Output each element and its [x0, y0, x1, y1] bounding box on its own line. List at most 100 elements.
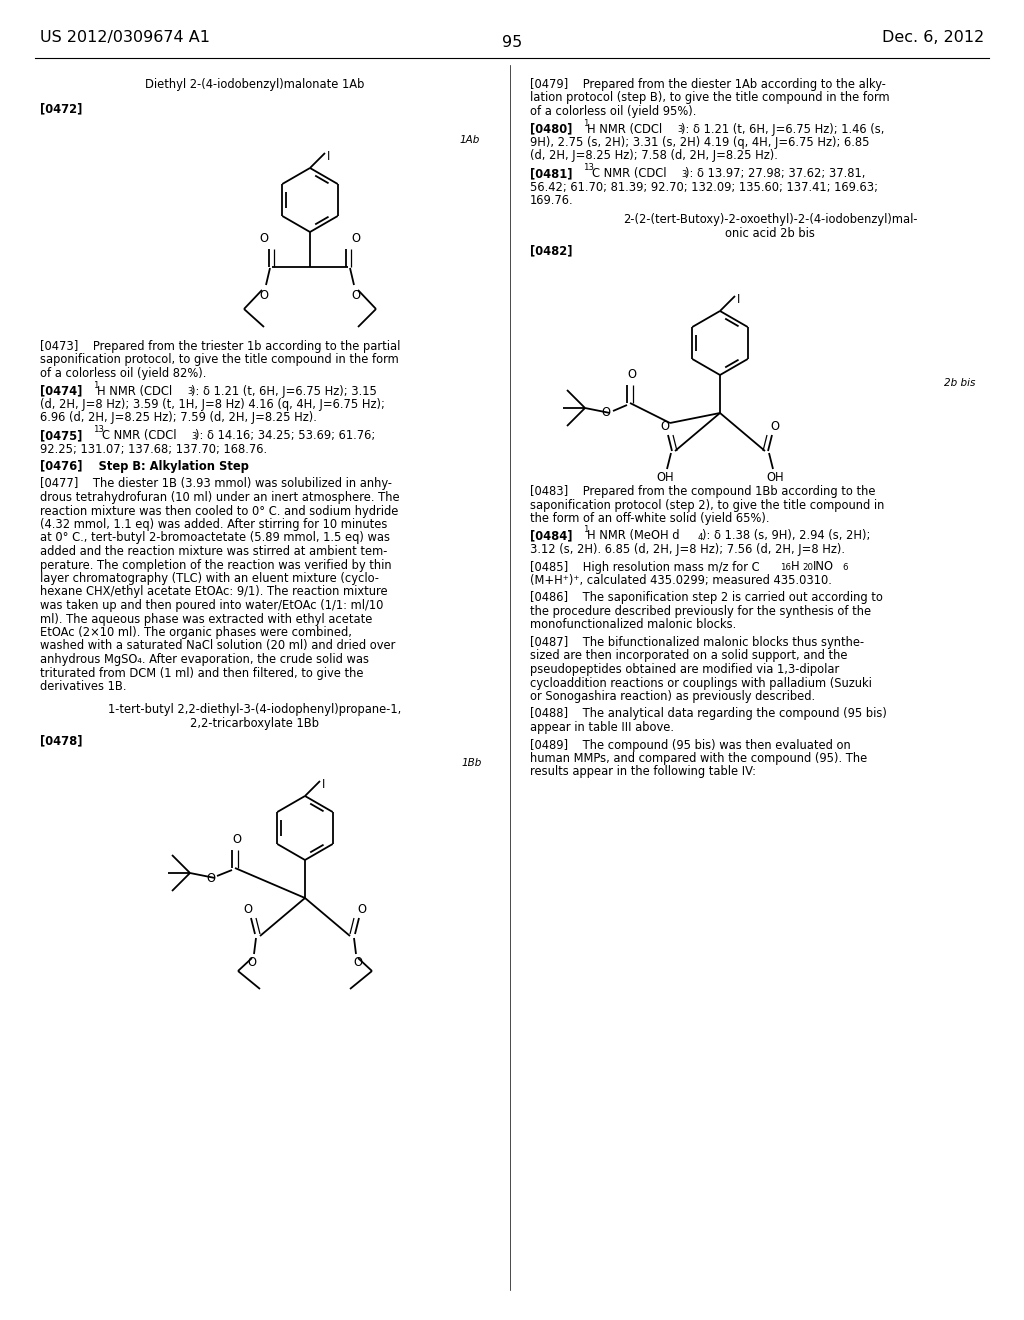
Text: ): δ 1.21 (t, 6H, J=6.75 Hz); 1.46 (s,: ): δ 1.21 (t, 6H, J=6.75 Hz); 1.46 (s,	[681, 123, 885, 136]
Text: derivatives 1B.: derivatives 1B.	[40, 680, 127, 693]
Text: washed with a saturated NaCl solution (20 ml) and dried over: washed with a saturated NaCl solution (2…	[40, 639, 395, 652]
Text: O: O	[770, 420, 779, 433]
Text: [0472]: [0472]	[40, 102, 82, 115]
Text: was taken up and then poured into water/EtOAc (1/1: ml/10: was taken up and then poured into water/…	[40, 599, 383, 612]
Text: (M+H⁺)⁺, calculated 435.0299; measured 435.0310.: (M+H⁺)⁺, calculated 435.0299; measured 4…	[530, 574, 831, 587]
Text: H NMR (CDCl: H NMR (CDCl	[587, 123, 663, 136]
Text: O: O	[357, 903, 367, 916]
Text: O: O	[259, 232, 268, 246]
Text: cycloaddition reactions or couplings with palladium (Suzuki: cycloaddition reactions or couplings wit…	[530, 676, 871, 689]
Text: 9H), 2.75 (s, 2H); 3.31 (s, 2H) 4.19 (q, 4H, J=6.75 Hz); 6.85: 9H), 2.75 (s, 2H); 3.31 (s, 2H) 4.19 (q,…	[530, 136, 869, 149]
Text: ): δ 1.38 (s, 9H), 2.94 (s, 2H);: ): δ 1.38 (s, 9H), 2.94 (s, 2H);	[702, 529, 870, 543]
Text: [0488]    The analytical data regarding the compound (95 bis): [0488] The analytical data regarding the…	[530, 708, 887, 721]
Text: I: I	[327, 150, 331, 162]
Text: (d, 2H, J=8.25 Hz); 7.58 (d, 2H, J=8.25 Hz).: (d, 2H, J=8.25 Hz); 7.58 (d, 2H, J=8.25 …	[530, 149, 778, 162]
Text: 1: 1	[583, 525, 589, 535]
Text: reaction mixture was then cooled to 0° C. and sodium hydride: reaction mixture was then cooled to 0° C…	[40, 504, 398, 517]
Text: 1-tert-butyl 2,2-diethyl-3-(4-iodophenyl)propane-1,: 1-tert-butyl 2,2-diethyl-3-(4-iodophenyl…	[109, 704, 401, 717]
Text: [0475]: [0475]	[40, 429, 82, 442]
Text: O: O	[353, 956, 362, 969]
Text: monofunctionalized malonic blocks.: monofunctionalized malonic blocks.	[530, 619, 736, 631]
Text: O: O	[601, 407, 610, 420]
Text: 1Bb: 1Bb	[462, 758, 482, 768]
Text: 3.12 (s, 2H). 6.85 (d, 2H, J=8 Hz); 7.56 (d, 2H, J=8 Hz).: 3.12 (s, 2H). 6.85 (d, 2H, J=8 Hz); 7.56…	[530, 543, 845, 556]
Text: onic acid 2b bis: onic acid 2b bis	[725, 227, 815, 240]
Text: results appear in the following table IV:: results appear in the following table IV…	[530, 766, 756, 779]
Text: O: O	[259, 289, 268, 302]
Text: (4.32 mmol, 1.1 eq) was added. After stirring for 10 minutes: (4.32 mmol, 1.1 eq) was added. After sti…	[40, 517, 387, 531]
Text: Dec. 6, 2012: Dec. 6, 2012	[882, 30, 984, 45]
Text: O: O	[244, 903, 253, 916]
Text: H NMR (CDCl: H NMR (CDCl	[97, 384, 172, 397]
Text: of a colorless oil (yield 82%).: of a colorless oil (yield 82%).	[40, 367, 207, 380]
Text: 2-(2-(tert-Butoxy)-2-oxoethyl)-2-(4-iodobenzyl)mal-: 2-(2-(tert-Butoxy)-2-oxoethyl)-2-(4-iodo…	[623, 214, 918, 227]
Text: O: O	[351, 232, 360, 246]
Text: 4: 4	[698, 532, 703, 541]
Text: 16: 16	[780, 564, 791, 573]
Text: O: O	[660, 420, 670, 433]
Text: 95: 95	[502, 36, 522, 50]
Text: INO: INO	[813, 561, 834, 573]
Text: [0480]: [0480]	[530, 123, 572, 136]
Text: 2,2-tricarboxylate 1Bb: 2,2-tricarboxylate 1Bb	[190, 717, 319, 730]
Text: H: H	[791, 561, 800, 573]
Text: [0474]: [0474]	[40, 384, 82, 397]
Text: O: O	[232, 833, 242, 846]
Text: 3: 3	[677, 125, 683, 135]
Text: saponification protocol, to give the title compound in the form: saponification protocol, to give the tit…	[40, 354, 398, 367]
Text: ): δ 1.21 (t, 6H, J=6.75 Hz); 3.15: ): δ 1.21 (t, 6H, J=6.75 Hz); 3.15	[191, 384, 377, 397]
Text: 13: 13	[93, 425, 104, 434]
Text: 56.42; 61.70; 81.39; 92.70; 132.09; 135.60; 137.41; 169.63;: 56.42; 61.70; 81.39; 92.70; 132.09; 135.…	[530, 181, 878, 194]
Text: layer chromatography (TLC) with an eluent mixture (cyclo-: layer chromatography (TLC) with an eluen…	[40, 572, 379, 585]
Text: added and the reaction mixture was stirred at ambient tem-: added and the reaction mixture was stirr…	[40, 545, 387, 558]
Text: [0484]: [0484]	[530, 529, 572, 543]
Text: 6.96 (d, 2H, J=8.25 Hz); 7.59 (d, 2H, J=8.25 Hz).: 6.96 (d, 2H, J=8.25 Hz); 7.59 (d, 2H, J=…	[40, 412, 316, 425]
Text: 1: 1	[93, 380, 98, 389]
Text: 20: 20	[802, 564, 813, 573]
Text: 13: 13	[583, 162, 594, 172]
Text: I: I	[322, 777, 326, 791]
Text: [0487]    The bifunctionalized malonic blocks thus synthe-: [0487] The bifunctionalized malonic bloc…	[530, 636, 864, 649]
Text: O: O	[206, 871, 215, 884]
Text: OH: OH	[656, 471, 674, 484]
Text: sized are then incorporated on a solid support, and the: sized are then incorporated on a solid s…	[530, 649, 848, 663]
Text: OH: OH	[766, 471, 783, 484]
Text: [0486]    The saponification step 2 is carried out according to: [0486] The saponification step 2 is carr…	[530, 591, 883, 605]
Text: drous tetrahydrofuran (10 ml) under an inert atmosphere. The: drous tetrahydrofuran (10 ml) under an i…	[40, 491, 399, 504]
Text: [0482]: [0482]	[530, 244, 572, 257]
Text: 3: 3	[681, 170, 686, 180]
Text: of a colorless oil (yield 95%).: of a colorless oil (yield 95%).	[530, 106, 696, 117]
Text: human MMPs, and compared with the compound (95). The: human MMPs, and compared with the compou…	[530, 752, 867, 766]
Text: triturated from DCM (1 ml) and then filtered, to give the: triturated from DCM (1 ml) and then filt…	[40, 667, 364, 680]
Text: [0476]    Step B: Alkylation Step: [0476] Step B: Alkylation Step	[40, 459, 249, 473]
Text: saponification protocol (step 2), to give the title compound in: saponification protocol (step 2), to giv…	[530, 499, 885, 511]
Text: 169.76.: 169.76.	[530, 194, 573, 207]
Text: at 0° C., tert-butyl 2-bromoactetate (5.89 mmol, 1.5 eq) was: at 0° C., tert-butyl 2-bromoactetate (5.…	[40, 532, 390, 544]
Text: lation protocol (step B), to give the title compound in the form: lation protocol (step B), to give the ti…	[530, 91, 890, 104]
Text: appear in table III above.: appear in table III above.	[530, 721, 674, 734]
Text: 1: 1	[583, 119, 589, 128]
Text: C NMR (CDCl: C NMR (CDCl	[102, 429, 176, 442]
Text: EtOAc (2×10 ml). The organic phases were combined,: EtOAc (2×10 ml). The organic phases were…	[40, 626, 352, 639]
Text: 6: 6	[842, 564, 848, 573]
Text: [0489]    The compound (95 bis) was then evaluated on: [0489] The compound (95 bis) was then ev…	[530, 738, 851, 751]
Text: US 2012/0309674 A1: US 2012/0309674 A1	[40, 30, 210, 45]
Text: the form of an off-white solid (yield 65%).: the form of an off-white solid (yield 65…	[530, 512, 769, 525]
Text: H NMR (MeOH d: H NMR (MeOH d	[587, 529, 680, 543]
Text: pseudopeptides obtained are modified via 1,3-dipolar: pseudopeptides obtained are modified via…	[530, 663, 840, 676]
Text: 2b bis: 2b bis	[944, 378, 975, 388]
Text: Diethyl 2-(4-iodobenzyl)malonate 1Ab: Diethyl 2-(4-iodobenzyl)malonate 1Ab	[145, 78, 365, 91]
Text: the procedure described previously for the synthesis of the: the procedure described previously for t…	[530, 605, 871, 618]
Text: 92.25; 131.07; 137.68; 137.70; 168.76.: 92.25; 131.07; 137.68; 137.70; 168.76.	[40, 442, 267, 455]
Text: 1Ab: 1Ab	[460, 135, 480, 145]
Text: C NMR (CDCl: C NMR (CDCl	[592, 168, 667, 180]
Text: 3: 3	[191, 432, 197, 441]
Text: or Sonogashira reaction) as previously described.: or Sonogashira reaction) as previously d…	[530, 690, 815, 704]
Text: [0477]    The diester 1B (3.93 mmol) was solubilized in anhy-: [0477] The diester 1B (3.93 mmol) was so…	[40, 478, 392, 491]
Text: O: O	[628, 368, 637, 381]
Text: [0473]    Prepared from the triester 1b according to the partial: [0473] Prepared from the triester 1b acc…	[40, 341, 400, 352]
Text: hexane CHX/ethyl acetate EtOAc: 9/1). The reaction mixture: hexane CHX/ethyl acetate EtOAc: 9/1). Th…	[40, 586, 388, 598]
Text: (d, 2H, J=8 Hz); 3.59 (t, 1H, J=8 Hz) 4.16 (q, 4H, J=6.75 Hz);: (d, 2H, J=8 Hz); 3.59 (t, 1H, J=8 Hz) 4.…	[40, 399, 385, 411]
Text: O: O	[351, 289, 360, 302]
Text: [0481]: [0481]	[530, 168, 572, 180]
